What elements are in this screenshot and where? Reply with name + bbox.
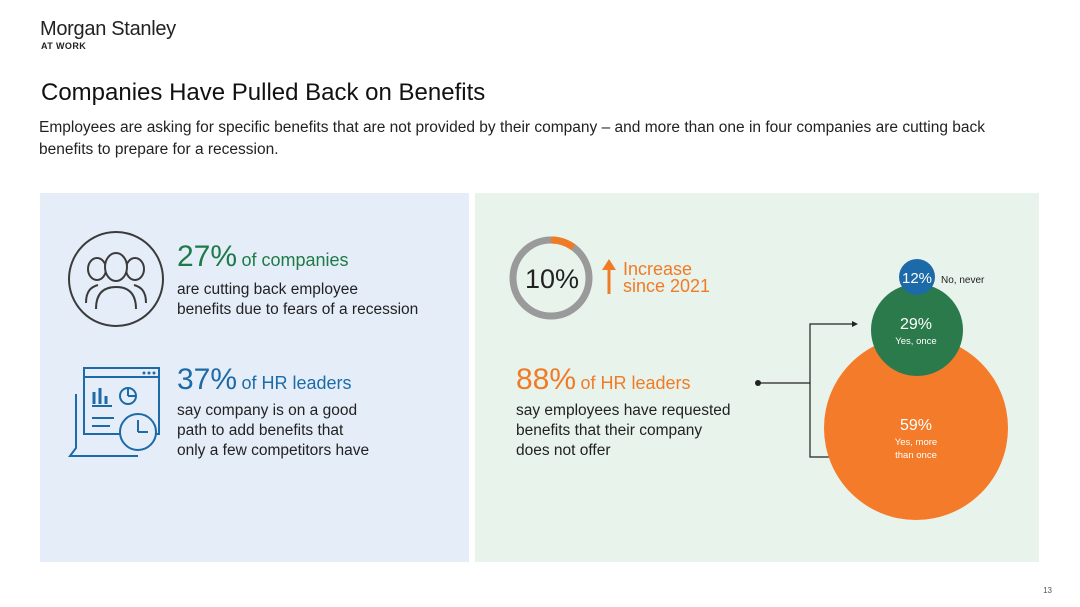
bubble-no-never-pct: 12% (902, 270, 932, 287)
page-title: Companies Have Pulled Back on Benefits (41, 79, 486, 106)
trend-line: since 2021 (623, 276, 711, 296)
bubble-yes-once-pct: 29% (900, 316, 932, 333)
trend-line: Increase (623, 259, 693, 279)
stat3-label: of HR leaders (580, 373, 691, 393)
dashboard-clock-icon (68, 367, 160, 457)
stat2-desc-line: say company is on a good (177, 402, 358, 419)
bubble-yes-more-pct: 59% (900, 417, 932, 434)
stat2-desc: say company is on a good path to add ben… (177, 401, 369, 461)
stat1-label: of companies (241, 250, 349, 270)
people-group-icon (68, 231, 164, 327)
stat2-heading: 37% of HR leaders (177, 364, 352, 396)
brand-logo: Morgan Stanley (40, 18, 176, 40)
stat1-desc-line: benefits due to fears of a recession (177, 301, 419, 318)
page-subtitle: Employees are asking for specific benefi… (39, 119, 986, 158)
stat2-label: of HR leaders (241, 373, 352, 393)
progress-ring: 10% (509, 236, 593, 320)
connector-arrow (852, 321, 858, 327)
ring-progress-arc (509, 236, 593, 320)
stat1-desc: are cutting back employee benefits due t… (177, 280, 418, 320)
bubble-yes-more-label: than once (895, 450, 937, 461)
bubble-yes-once-label: Yes, once (895, 336, 936, 347)
stat2-desc-line: only a few competitors have (177, 442, 370, 459)
bubble-chart: 12% No, never 29% Yes, once 59% Yes, mor… (755, 259, 1008, 520)
arrow-up-icon (602, 259, 616, 294)
bubble-no-never (899, 259, 935, 295)
page-number: 13 (1043, 586, 1052, 595)
stat1-heading: 27% of companies (177, 241, 349, 273)
bubble-yes-once (871, 284, 963, 376)
stat3-value: 88% (516, 363, 577, 396)
ring-value: 10% (525, 264, 579, 294)
bubble-no-never-label: No, never (941, 275, 985, 286)
stat2-desc-line: path to add benefits that (177, 422, 344, 439)
stat3-heading: 88% of HR leaders (516, 364, 691, 396)
stat1-desc-line: are cutting back employee (177, 281, 358, 298)
connector-line-upper (758, 323, 852, 384)
stat2-value: 37% (177, 363, 238, 396)
ring-trend-text: Increase since 2021 (623, 259, 711, 296)
stat3-desc-line: say employees have requested (516, 402, 731, 419)
bubble-yes-more-label: Yes, more (895, 437, 937, 448)
stat3-desc-line: benefits that their company (516, 422, 703, 439)
stat3-desc: say employees have requested benefits th… (516, 401, 731, 461)
stat1-value: 27% (177, 240, 238, 273)
brand-sub: AT WORK (41, 41, 87, 51)
stat3-desc-line: does not offer (516, 442, 611, 459)
bubble-yes-more (824, 336, 1008, 520)
